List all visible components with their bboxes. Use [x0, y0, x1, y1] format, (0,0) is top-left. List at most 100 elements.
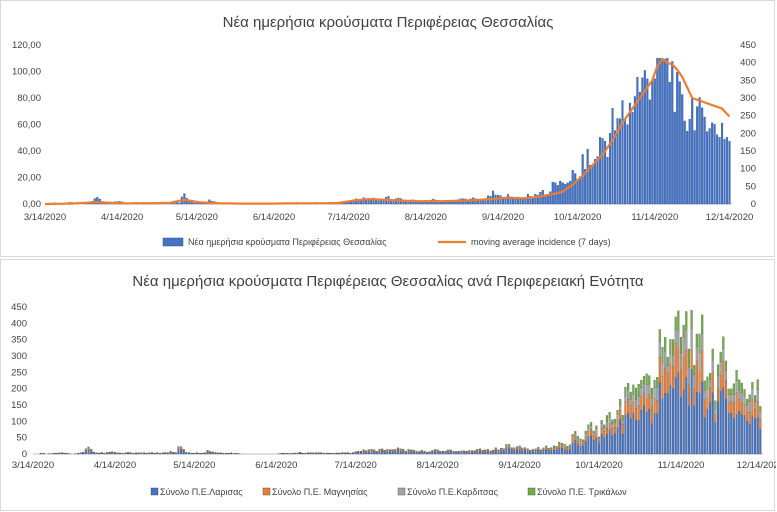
x-tick-label: 3/14/2020	[12, 460, 54, 471]
stacked-bar-segment	[743, 415, 746, 455]
stacked-bar-segment	[603, 424, 606, 428]
stacked-bar-segment	[574, 431, 577, 434]
daily-cases-bar	[681, 94, 684, 205]
y-tick-label: 450	[11, 302, 27, 313]
stacked-bar-segment	[539, 449, 542, 451]
stacked-bar-segment	[473, 452, 476, 455]
stacked-bar-segment	[555, 448, 558, 451]
stacked-bar-segment	[471, 451, 474, 453]
stacked-bar-segment	[603, 427, 606, 432]
stacked-bar-segment	[751, 415, 754, 455]
stacked-bar-segment	[714, 422, 717, 455]
stacked-bar-segment	[701, 333, 704, 351]
stacked-bar-segment	[576, 438, 579, 442]
stacked-bar-segment	[611, 419, 614, 425]
stacked-bar-segment	[754, 418, 757, 455]
stacked-bar-segment	[756, 379, 759, 390]
stacked-bar-segment	[629, 399, 632, 406]
chart-title: Νέα ημερήσια κρούσματα Περιφέρειας Θεσσα…	[132, 273, 644, 290]
stacked-bar-segment	[595, 428, 598, 434]
y-left-tick-label: 80,00	[17, 93, 41, 104]
stacked-bar-segment	[486, 449, 489, 450]
stacked-bar-segment	[476, 449, 479, 451]
stacked-bar-segment	[613, 427, 616, 434]
stacked-bar-segment	[740, 392, 743, 403]
stacked-bar-segment	[484, 450, 487, 453]
daily-cases-bar	[499, 195, 502, 205]
y-left-tick-label: 0,00	[23, 199, 42, 210]
stacked-bar-segment	[206, 451, 209, 455]
stacked-bar-segment	[685, 311, 688, 330]
stacked-bar-segment	[624, 401, 627, 416]
stacked-bar-segment	[648, 375, 651, 385]
stacked-bar-segment	[627, 383, 630, 390]
stacked-bar-segment	[672, 388, 675, 455]
stacked-bar-segment	[584, 441, 587, 455]
stacked-bar-segment	[500, 448, 503, 450]
stacked-bar-segment	[513, 449, 516, 451]
stacked-bar-segment	[592, 432, 595, 436]
stacked-bar-segment	[611, 428, 614, 436]
daily-cases-bar	[708, 128, 711, 205]
stacked-bar-segment	[478, 449, 482, 452]
stacked-bar-segment	[386, 450, 389, 452]
daily-cases-bar	[621, 100, 624, 205]
stacked-bar-segment	[595, 425, 598, 429]
daily-cases-bar	[643, 70, 646, 205]
stacked-bar-segment	[706, 398, 709, 410]
stacked-bar-segment	[722, 348, 725, 362]
stacked-bar-segment	[299, 452, 302, 455]
stacked-bar-segment	[756, 417, 759, 455]
stacked-bar-segment	[709, 402, 712, 455]
stacked-bar-segment	[748, 394, 751, 402]
y-right-tick-label: 0	[751, 199, 756, 210]
stacked-bar-segment	[534, 448, 537, 450]
daily-cases-bar	[372, 197, 375, 205]
y-left-tick-label: 40,00	[17, 146, 41, 157]
stacked-bar-segment	[420, 451, 423, 455]
stacked-bar-segment	[682, 325, 685, 338]
stacked-bar-segment	[672, 339, 675, 355]
daily-cases-bar	[646, 78, 649, 205]
stacked-bar-segment	[608, 411, 611, 418]
daily-cases-bar	[636, 76, 639, 205]
stacked-bar-segment	[600, 420, 603, 425]
stacked-bar-segment	[632, 384, 635, 395]
stacked-bar-segment	[650, 423, 653, 455]
stacked-bar-segment	[698, 333, 701, 353]
stacked-bar-segment	[566, 448, 569, 451]
stacked-bar-segment	[500, 450, 503, 455]
stacked-bar-segment	[84, 448, 87, 450]
stacked-bar-segment	[518, 446, 521, 448]
stacked-bar-segment	[373, 450, 376, 452]
stacked-bar-segment	[672, 366, 675, 390]
x-tick-label: 5/14/2020	[176, 212, 218, 223]
stacked-bar-segment	[698, 352, 701, 373]
stacked-bar-segment	[87, 447, 90, 449]
stacked-bar-segment	[637, 405, 640, 421]
daily-cases-bar	[618, 118, 622, 205]
stacked-bar-segment	[423, 452, 426, 455]
stacked-bar-segment	[410, 449, 413, 451]
stacked-bar-segment	[571, 443, 574, 455]
stacked-bar-segment	[613, 422, 616, 428]
stacked-bar-segment	[381, 450, 384, 455]
stacked-bar-segment	[452, 452, 455, 455]
stacked-bar-segment	[645, 398, 648, 413]
x-tick-label: 12/14/2020	[706, 212, 754, 223]
stacked-bar-segment	[621, 424, 624, 435]
stacked-bar-segment	[748, 412, 751, 425]
stacked-bar-segment	[365, 452, 368, 455]
stacked-bar-segment	[447, 449, 450, 451]
stacked-bar-segment	[608, 423, 611, 431]
stacked-bar-segment	[608, 417, 611, 425]
stacked-bar-segment	[500, 449, 503, 451]
stacked-bar-segment	[640, 396, 643, 411]
daily-cases-bar	[720, 122, 724, 205]
stacked-bar-segment	[378, 450, 381, 452]
stacked-bar-segment	[687, 384, 690, 407]
legend-label: Σύνολο Π.Ε.Λαρισας	[160, 487, 243, 497]
stacked-bar-segment	[378, 451, 381, 455]
legend-label: Σύνολο Π.Ε. Μαγνησίας	[272, 487, 368, 497]
stacked-bar-segment	[484, 451, 487, 455]
